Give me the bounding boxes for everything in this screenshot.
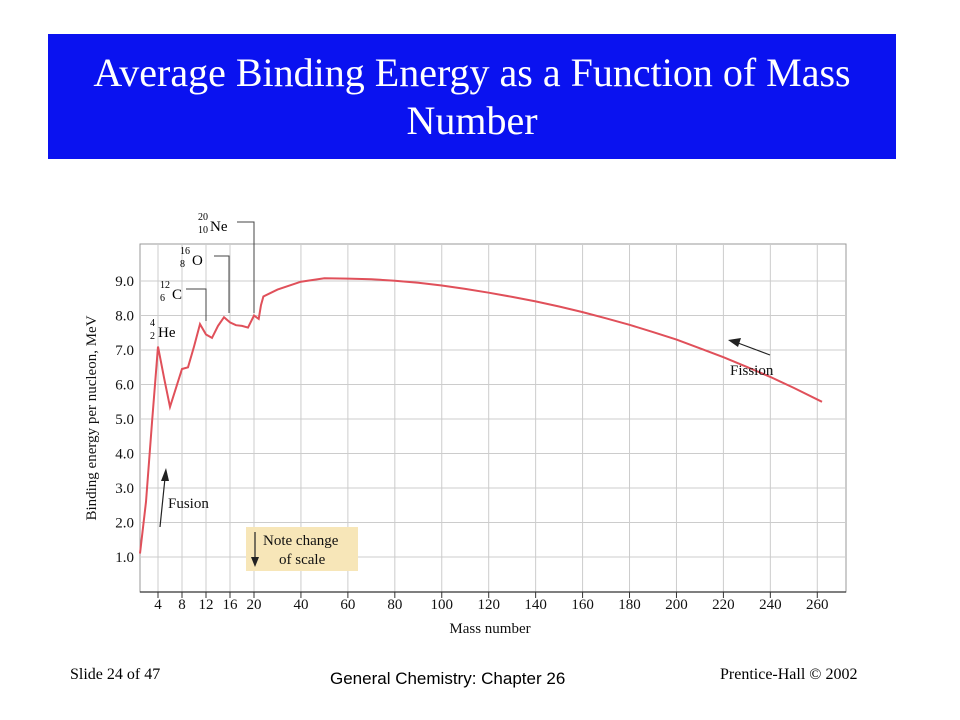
fusion-label: Fusion [168, 496, 209, 512]
isotope-atomic-number: 10 [198, 225, 208, 236]
note-line-2: of scale [279, 552, 326, 568]
isotope-leader-line [237, 221, 255, 313]
x-tick-label: 80 [387, 597, 402, 613]
isotope-symbol: O [192, 253, 203, 269]
copyright: Prentice-Hall © 2002 [720, 666, 858, 683]
x-tick-label: 140 [524, 597, 547, 613]
y-tick-label: 7.0 [115, 343, 134, 359]
x-tick-label: 200 [665, 597, 688, 613]
isotope-mass-number: 20 [198, 212, 208, 223]
fission-label: Fission [730, 363, 774, 379]
note-line-1: Note change [263, 533, 339, 549]
x-tick-label: 20 [247, 597, 262, 613]
y-axis-title: Binding energy per nucleon, MeV [84, 315, 100, 520]
fusion-arrow [159, 477, 166, 528]
x-tick-label: 220 [712, 597, 735, 613]
isotope-atomic-number: 8 [180, 259, 185, 270]
x-tick-label: 100 [431, 597, 454, 613]
isotope-mass-number: 12 [160, 280, 170, 291]
isotope-label-ne: 20 10 Ne [198, 212, 228, 236]
fission-arrow [737, 342, 771, 356]
y-tick-label: 1.0 [115, 550, 134, 566]
y-tick-label: 4.0 [115, 447, 134, 463]
chapter-label: General Chemistry: Chapter 26 [330, 669, 566, 688]
y-tick-label: 9.0 [115, 274, 134, 290]
slide-number: Slide 24 of 47 [70, 666, 161, 683]
x-axis-title: Mass number [449, 621, 530, 637]
x-tick-label: 40 [293, 597, 308, 613]
binding-energy-curve [139, 277, 823, 554]
x-tick-label: 4 [154, 597, 162, 613]
note-arrowhead [251, 557, 259, 567]
fusion-arrowhead [161, 468, 169, 481]
x-tick-label: 260 [806, 597, 829, 613]
x-tick-label: 120 [477, 597, 500, 613]
x-tick-label: 16 [223, 597, 239, 613]
y-tick-label: 8.0 [115, 309, 134, 325]
isotope-symbol: C [172, 287, 182, 303]
isotope-label-he: 4 2 He [150, 318, 176, 342]
x-tick-label: 60 [340, 597, 355, 613]
isotope-symbol: He [158, 325, 176, 341]
isotope-atomic-number: 2 [150, 331, 155, 342]
isotope-mass-number: 16 [180, 246, 190, 257]
x-tick-label: 12 [199, 597, 214, 613]
y-tick-label: 5.0 [115, 412, 134, 428]
isotope-atomic-number: 6 [160, 293, 165, 304]
y-tick-label: 2.0 [115, 516, 134, 532]
note-box [246, 527, 358, 571]
isotope-label-c: 12 6 C [160, 280, 182, 304]
isotope-leader-line [214, 255, 230, 313]
x-tick-label: 160 [571, 597, 594, 613]
y-tick-label: 3.0 [115, 481, 134, 497]
plot-area [139, 243, 847, 593]
isotope-mass-number: 4 [150, 318, 155, 329]
y-tick-label: 6.0 [115, 378, 134, 394]
isotope-leader-line [186, 288, 207, 321]
isotope-symbol: Ne [210, 219, 228, 235]
title-band: Average Binding Energy as a Function of … [48, 34, 896, 159]
x-tick-label: 180 [618, 597, 641, 613]
fission-arrowhead [728, 338, 741, 347]
x-tick-label: 240 [759, 597, 782, 613]
isotope-label-o: 16 8 O [180, 246, 203, 270]
x-tick-label: 8 [178, 597, 186, 613]
slide-title: Average Binding Energy as a Function of … [93, 49, 851, 143]
